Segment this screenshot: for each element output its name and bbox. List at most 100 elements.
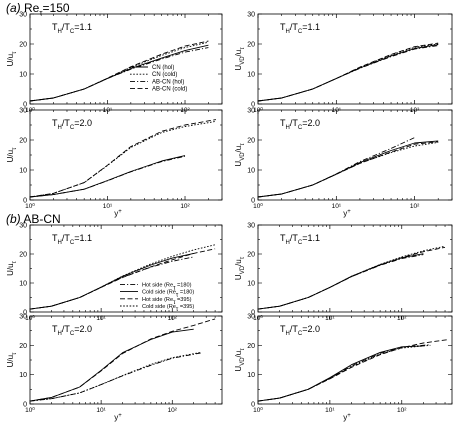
y-tick-label: 30 (19, 314, 27, 321)
y-tick-label: 0 (23, 310, 27, 317)
x-tick-label: 10² (180, 203, 190, 210)
panel-annotation: TH/TC=1.1 (52, 233, 92, 246)
series-line-3 (257, 137, 415, 198)
x-tick-label: 10¹ (103, 107, 113, 114)
panel-annotation: TH/TC=2.0 (52, 324, 92, 337)
y-tick-label: 20 (247, 252, 255, 259)
panel-b-bottom-left: 10⁰ 10¹ 10² 0 10 20 30 U/uτ y+ TH/TC=2.0 (6, 314, 223, 422)
series-line-4 (29, 119, 216, 198)
y-tick-label: 20 (247, 343, 255, 350)
section-a-label: (a) (6, 1, 21, 15)
section-b-label: (b) (6, 212, 21, 226)
y-tick-label: 20 (19, 252, 27, 259)
y-tick-label: 10 (247, 281, 255, 288)
series-line-1 (257, 140, 439, 198)
y-tick-label: 0 (251, 102, 255, 109)
y-tick-label: 0 (251, 402, 255, 409)
y-tick-label: 30 (247, 223, 255, 230)
x-tick-label: 10² (397, 407, 407, 414)
x-tick-label: 10¹ (96, 315, 106, 322)
series-line-4 (29, 351, 201, 402)
x-tick-label: 10⁰ (253, 202, 263, 210)
y-tick-label: 30 (247, 108, 255, 115)
x-tick-label: 10² (168, 315, 178, 322)
series-line-3 (29, 47, 209, 102)
x-tick-label: 10¹ (332, 203, 342, 210)
series-line-3 (257, 246, 446, 310)
plot-frame (257, 109, 453, 201)
plot-frame (257, 315, 453, 405)
y-tick-label: 30 (247, 12, 255, 19)
x-tick-label: 10⁰ (25, 406, 35, 414)
x-axis-label: y+ (114, 209, 122, 218)
y-tick-label: 0 (251, 310, 255, 317)
x-axis-label: y+ (343, 413, 351, 422)
x-tick-label: 10² (410, 203, 420, 210)
legend-label-3: AB-CN (hol) (152, 79, 184, 85)
x-tick-label: 10² (180, 107, 190, 114)
series-line-1 (29, 256, 194, 310)
y-tick-label: 20 (19, 42, 27, 49)
series-line-3 (257, 339, 449, 402)
y-axis-label: U/uτ (6, 51, 18, 66)
section-a-title: (a) Reτ=150 (6, 1, 70, 17)
legend: CN (hol)CN (cold)AB-CN (hol) AB-CN (cold) (130, 65, 187, 93)
x-tick-label: 10² (397, 315, 407, 322)
series-line-4 (257, 42, 439, 102)
x-tick-label: 10¹ (332, 107, 342, 114)
y-axis-label: U/uτ (6, 260, 18, 275)
panel-a-bottom-right: 10⁰ 10¹ 10² 0 10 20 30 UVD/uτ y+ TH/TC=2.0 (234, 108, 453, 218)
y-axis-label: UVD/uτ (234, 256, 246, 280)
series-line-1 (29, 352, 201, 402)
legend-label-1: CN (hol) (152, 65, 174, 71)
y-tick-label: 30 (19, 223, 27, 230)
x-tick-label: 10⁰ (253, 406, 263, 414)
y-tick-label: 10 (19, 372, 27, 379)
y-tick-label: 10 (19, 281, 27, 288)
panel-annotation: TH/TC=2.0 (52, 118, 92, 131)
series-line-1 (257, 44, 439, 102)
legend-label-4: Cold side (Reτ =395) (142, 304, 194, 313)
series-line-2 (257, 141, 439, 198)
y-tick-label: 30 (247, 314, 255, 321)
plot-frame (257, 224, 453, 313)
y-tick-label: 10 (19, 168, 27, 175)
x-tick-label: 10¹ (325, 315, 335, 322)
y-axis-label: UVD/uτ (234, 143, 246, 167)
series-line-2 (257, 345, 424, 402)
panel-annotation: TH/TC=1.1 (52, 22, 92, 35)
y-tick-label: 10 (19, 72, 27, 79)
series-line-3 (29, 248, 216, 310)
y-tick-label: 10 (247, 372, 255, 379)
series-line-4 (257, 245, 446, 310)
legend-label-2: CN (cold) (152, 72, 177, 78)
legend: Hot side (Reτ =180)Cold side (Reτ =180)H… (120, 282, 194, 313)
y-axis-label: UVD/uτ (234, 348, 246, 372)
x-axis-label: y+ (343, 209, 351, 218)
y-tick-label: 0 (251, 198, 255, 205)
plot-frame (29, 13, 223, 105)
x-axis-label: y+ (114, 413, 122, 422)
plot-frame (29, 224, 223, 313)
panel-annotation: TH/TC=2.0 (280, 118, 320, 131)
section-b-name: AB-CN (23, 212, 61, 226)
panel-annotation: TH/TC=1.1 (280, 22, 320, 35)
y-tick-label: 20 (247, 42, 255, 49)
panel-a-bottom-left: 10⁰ 10¹ 10² 0 10 20 30 U/uτ y+ TH/TC=2.0 (6, 108, 223, 218)
y-tick-label: 20 (19, 138, 27, 145)
legend-label-3: Hot side (Reτ =395) (142, 297, 192, 306)
series-line-4 (257, 141, 439, 198)
series-line-4 (29, 244, 216, 310)
plot-frame (257, 13, 453, 105)
x-tick-label: 10¹ (103, 203, 113, 210)
y-tick-label: 0 (23, 402, 27, 409)
series-line-4 (29, 40, 209, 102)
series-line-4 (257, 344, 431, 402)
y-tick-label: 30 (19, 108, 27, 115)
section-b-title: (b) AB-CN (6, 212, 61, 226)
y-tick-label: 0 (23, 102, 27, 109)
